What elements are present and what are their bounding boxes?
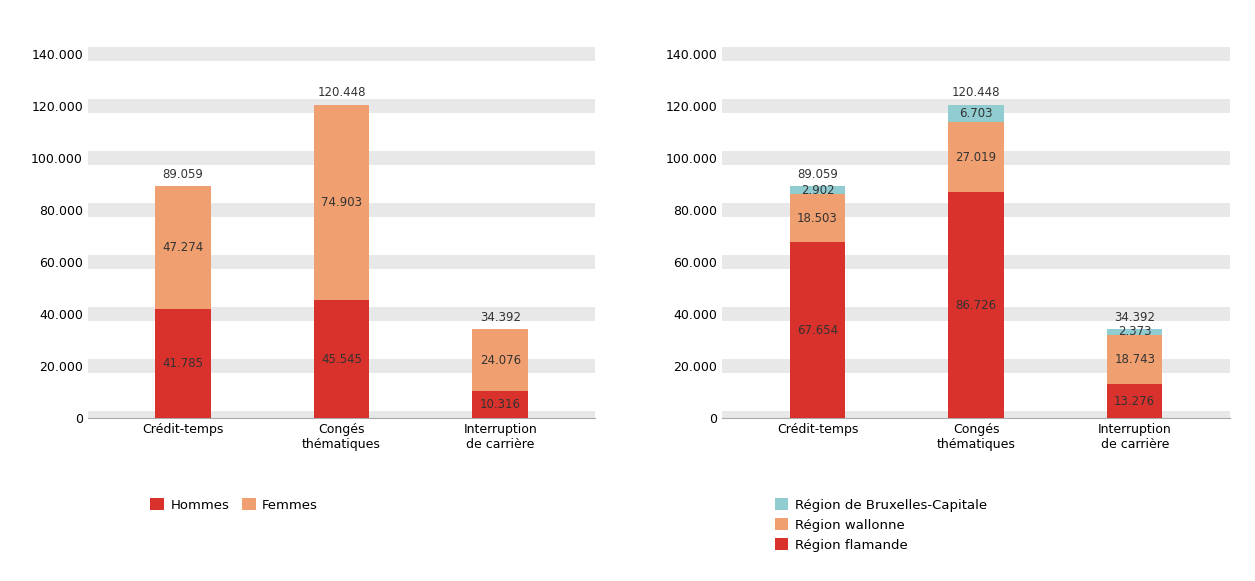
Text: 89.059: 89.059 [797,168,838,181]
Bar [472,392,528,418]
Bar [156,310,211,418]
Bar [789,242,846,418]
Bar [1107,335,1162,383]
Text: 74.903: 74.903 [321,196,363,209]
Bar [156,187,211,310]
Text: 24.076: 24.076 [479,354,521,367]
Text: 18.743: 18.743 [1114,353,1156,366]
Bar [789,194,846,242]
Bar [949,122,1004,192]
Bar [1107,383,1162,418]
Bar [1107,329,1162,335]
Text: 41.785: 41.785 [162,357,203,371]
Text: 13.276: 13.276 [1114,394,1156,407]
Bar [472,329,528,392]
Bar [949,192,1004,418]
Text: 67.654: 67.654 [797,324,838,337]
Bar [314,300,369,418]
Text: 10.316: 10.316 [479,399,521,411]
Legend: Région de Bruxelles-Capitale, Région wallonne, Région flamande: Région de Bruxelles-Capitale, Région wal… [769,493,991,557]
Bar [314,105,369,300]
Text: 45.545: 45.545 [321,353,363,365]
Text: 120.448: 120.448 [951,87,1000,99]
Text: 6.703: 6.703 [959,107,993,120]
Text: 120.448: 120.448 [318,87,366,99]
Text: 2.373: 2.373 [1118,325,1152,338]
Text: 86.726: 86.726 [955,299,996,312]
Text: 27.019: 27.019 [955,150,996,164]
Legend: Hommes, Femmes: Hommes, Femmes [146,493,324,517]
Bar [789,187,846,194]
Text: 47.274: 47.274 [162,242,203,254]
Text: 89.059: 89.059 [163,168,203,181]
Text: 18.503: 18.503 [797,211,838,224]
Bar [949,105,1004,122]
Text: 2.902: 2.902 [801,184,835,196]
Text: 34.392: 34.392 [1114,310,1156,324]
Text: 34.392: 34.392 [479,310,521,324]
